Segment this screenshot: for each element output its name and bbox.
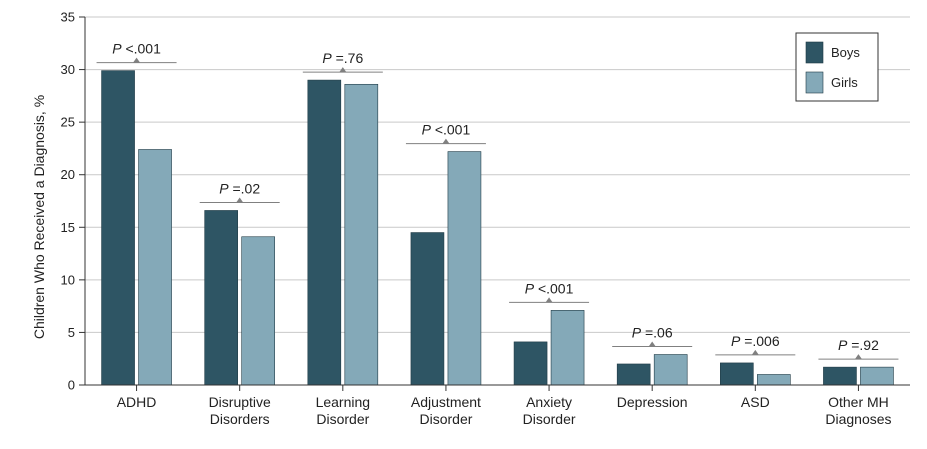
bar-boys-4 bbox=[513, 341, 548, 386]
x-category-label: Disorder bbox=[419, 411, 472, 427]
p-value-label: P =.02 bbox=[219, 180, 260, 196]
p-value-label: P =.006 bbox=[731, 333, 780, 349]
bar-boys-5 bbox=[616, 363, 651, 386]
p-value-number: <.001 bbox=[534, 280, 574, 296]
legend-swatch-girls bbox=[805, 71, 824, 94]
p-value-symbol: P bbox=[112, 41, 122, 57]
x-category-label: ADHD bbox=[117, 394, 157, 410]
y-axis: 0 5 10 15 20 25 30 35 bbox=[61, 10, 86, 393]
p-value-symbol: P bbox=[838, 337, 848, 353]
p-value-symbol: P bbox=[219, 180, 229, 196]
x-category-label: Anxiety bbox=[526, 394, 572, 410]
p-value-number: =.06 bbox=[641, 325, 673, 341]
bar-boys-6 bbox=[720, 362, 754, 386]
p-value-symbol: P bbox=[632, 325, 642, 341]
p-value-label: P =.92 bbox=[838, 337, 879, 353]
p-value-marker bbox=[751, 349, 759, 355]
p-value-marker bbox=[854, 354, 862, 360]
y-tick-label: 25 bbox=[61, 115, 75, 130]
bar-boys-1 bbox=[204, 210, 238, 386]
bar-girls-0 bbox=[138, 149, 172, 386]
bars bbox=[101, 70, 894, 386]
p-value-marker bbox=[442, 138, 450, 144]
x-category-label: Disorder bbox=[523, 411, 576, 427]
bar-boys-3 bbox=[410, 232, 445, 386]
p-value-label: P <.001 bbox=[525, 280, 574, 296]
bar-boys-2 bbox=[307, 79, 342, 386]
x-axis: ADHD DisruptiveDisordersLearningDisorderA… bbox=[85, 384, 910, 427]
x-category-label: Disruptive bbox=[209, 394, 271, 410]
p-value-number: =.76 bbox=[332, 50, 364, 66]
y-tick-label: 35 bbox=[61, 10, 75, 25]
p-value-number: <.001 bbox=[122, 41, 162, 57]
p-value-number: =.006 bbox=[740, 333, 780, 349]
x-category-label: Depression bbox=[617, 394, 688, 410]
y-tick-label: 30 bbox=[61, 62, 75, 77]
p-value-symbol: P bbox=[422, 122, 432, 138]
x-category-label: Disorders bbox=[210, 411, 270, 427]
p-value-number: =.92 bbox=[847, 337, 879, 353]
y-axis-title: Children Who Received a Diagnosis, % bbox=[31, 95, 47, 339]
p-value-label: P =.76 bbox=[322, 50, 363, 66]
p-value-marker bbox=[648, 341, 656, 347]
p-value-number: =.02 bbox=[229, 180, 261, 196]
p-value-marker bbox=[236, 197, 244, 203]
legend-label-girls: Girls bbox=[831, 75, 858, 90]
p-value-label: P =.06 bbox=[632, 325, 673, 341]
bar-girls-2 bbox=[344, 83, 379, 386]
bar-boys-7 bbox=[823, 366, 857, 386]
p-value-symbol: P bbox=[731, 333, 741, 349]
x-category-label: Disorder bbox=[316, 411, 369, 427]
x-category-label: Diagnoses bbox=[825, 411, 891, 427]
y-tick-label: 20 bbox=[61, 167, 75, 182]
y-tick-label: 5 bbox=[68, 325, 75, 340]
bar-girls-4 bbox=[550, 310, 585, 386]
bar-girls-7 bbox=[860, 366, 894, 386]
x-category-label: Learning bbox=[316, 394, 371, 410]
legend-swatch-boys bbox=[805, 41, 824, 64]
x-category-label: Adjustment bbox=[411, 394, 481, 410]
p-value-number: <.001 bbox=[431, 122, 471, 138]
bar-girls-3 bbox=[447, 151, 482, 386]
p-value-label: P <.001 bbox=[112, 41, 161, 57]
bar-girls-1 bbox=[241, 236, 275, 386]
y-tick-label: 10 bbox=[61, 272, 75, 287]
legend-label-boys: Boys bbox=[831, 45, 860, 60]
p-value-marker bbox=[133, 57, 141, 63]
y-tick-label: 15 bbox=[61, 220, 75, 235]
p-value-symbol: P bbox=[322, 50, 332, 66]
p-value-symbol: P bbox=[525, 280, 535, 296]
legend: Boys Girls bbox=[795, 32, 879, 102]
p-value-label: P <.001 bbox=[422, 122, 471, 138]
p-value-marker bbox=[339, 67, 347, 73]
bar-boys-0 bbox=[101, 70, 135, 386]
x-category-label: ASD bbox=[741, 394, 770, 410]
y-tick-label: 0 bbox=[68, 378, 75, 393]
x-category-label: Other MH bbox=[828, 394, 889, 410]
p-value-marker bbox=[545, 297, 553, 303]
bar-girls-5 bbox=[653, 354, 688, 386]
bar-girls-6 bbox=[757, 374, 791, 386]
